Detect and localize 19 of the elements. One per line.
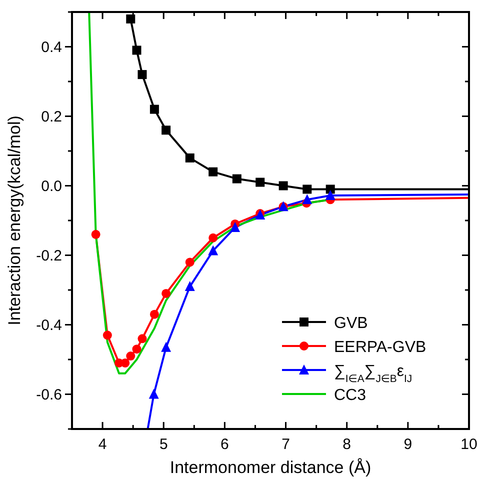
y-tick-label: 0.0 <box>41 178 62 195</box>
y-tick-label: -0.4 <box>36 316 62 334</box>
legend-label: ∑$_{I∈A}$∑$_{J∈B}$ε$_{IJ}$ <box>334 363 412 384</box>
legend-label: CC3 <box>334 387 366 404</box>
x-axis-title: Intermonomer distance (Å) <box>170 458 372 477</box>
legend-label: EERPA-GVB <box>334 339 426 356</box>
legend-label: GVB <box>334 315 368 332</box>
y-tick-label: -0.2 <box>36 247 62 264</box>
x-tick-label: 5 <box>159 436 168 453</box>
y-tick-label: 0.4 <box>41 38 62 56</box>
y-tick-label: -0.6 <box>36 386 62 404</box>
y-axis-title: Interaction energy(kcal/mol) <box>5 116 24 326</box>
x-tick-label: 4 <box>98 436 107 453</box>
x-tick-label: 9 <box>404 436 412 453</box>
x-tick-label: 10 <box>460 436 477 453</box>
x-tick-label: 6 <box>220 436 229 453</box>
x-tick-label: 8 <box>342 436 352 453</box>
y-tick-label: 0.2 <box>41 108 62 126</box>
x-tick-label: 7 <box>282 436 290 453</box>
